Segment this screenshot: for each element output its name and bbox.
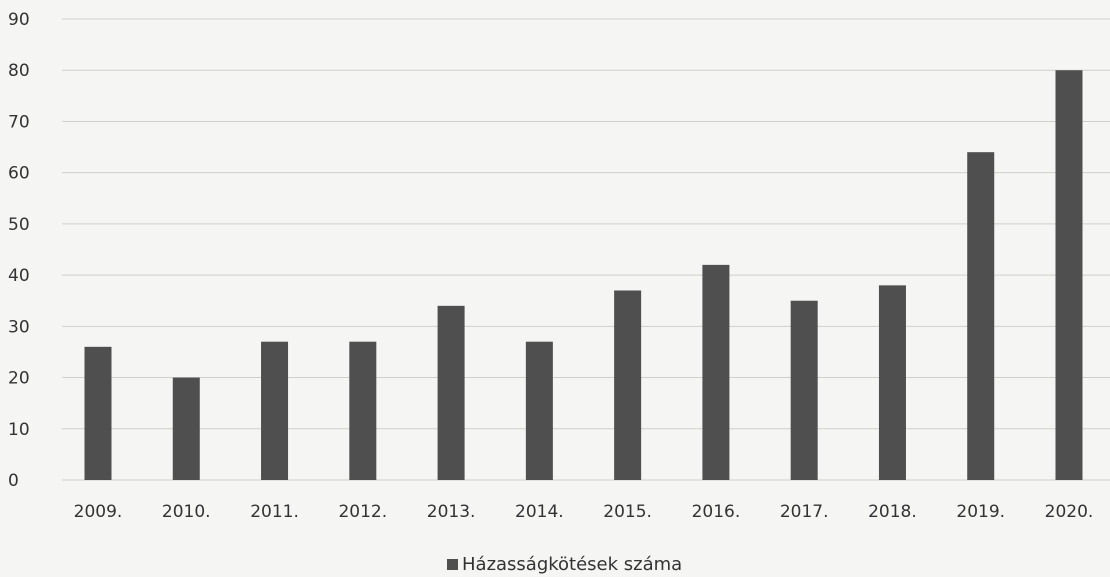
y-tick-label: 0 <box>8 471 19 491</box>
bar-2018 <box>878 285 906 480</box>
y-tick-label: 60 <box>8 164 30 184</box>
x-tick-label: 2010. <box>162 502 211 522</box>
x-tick-label: 2016. <box>692 502 741 522</box>
x-tick-label: 2014. <box>515 502 564 522</box>
y-tick-label: 30 <box>8 317 30 337</box>
x-tick-label: 2013. <box>427 502 476 522</box>
bar-2013 <box>437 305 465 480</box>
gridlines <box>62 18 1110 481</box>
y-tick-label: 90 <box>8 10 30 30</box>
legend: Házasságkötések száma <box>447 554 682 575</box>
x-axis-ticks: 2009. 2010. 2011. 2012. 2013. 2014. 2015. 2016.… <box>74 502 1094 522</box>
y-tick-label: 80 <box>8 61 30 81</box>
y-axis-ticks: 0 10 20 30 40 50 60 70 80 90 <box>8 10 30 491</box>
y-tick-label: 70 <box>8 112 30 132</box>
bar-2014 <box>525 341 553 480</box>
bar-2010 <box>172 377 200 480</box>
bar-2017 <box>790 300 818 480</box>
bar-2016 <box>702 264 730 480</box>
x-tick-label: 2019. <box>956 502 1005 522</box>
legend-marker <box>447 559 458 570</box>
bar-2009 <box>84 346 112 480</box>
y-tick-label: 50 <box>8 215 30 235</box>
legend-label: Házasságkötések száma <box>462 554 682 575</box>
x-tick-label: 2017. <box>780 502 829 522</box>
y-tick-label: 40 <box>8 266 30 286</box>
x-tick-label: 2020. <box>1045 502 1094 522</box>
bar-2012 <box>349 341 377 480</box>
x-tick-label: 2011. <box>250 502 299 522</box>
x-tick-label: 2012. <box>338 502 387 522</box>
bar-2011 <box>261 341 289 480</box>
bar-2015 <box>614 290 642 480</box>
y-tick-label: 20 <box>8 369 30 389</box>
x-tick-label: 2018. <box>868 502 917 522</box>
x-tick-label: 2009. <box>74 502 123 522</box>
bar-2020 <box>1055 70 1083 480</box>
y-tick-label: 10 <box>8 420 30 440</box>
bar-2019 <box>967 152 995 480</box>
x-tick-label: 2015. <box>603 502 652 522</box>
bars <box>84 70 1083 480</box>
